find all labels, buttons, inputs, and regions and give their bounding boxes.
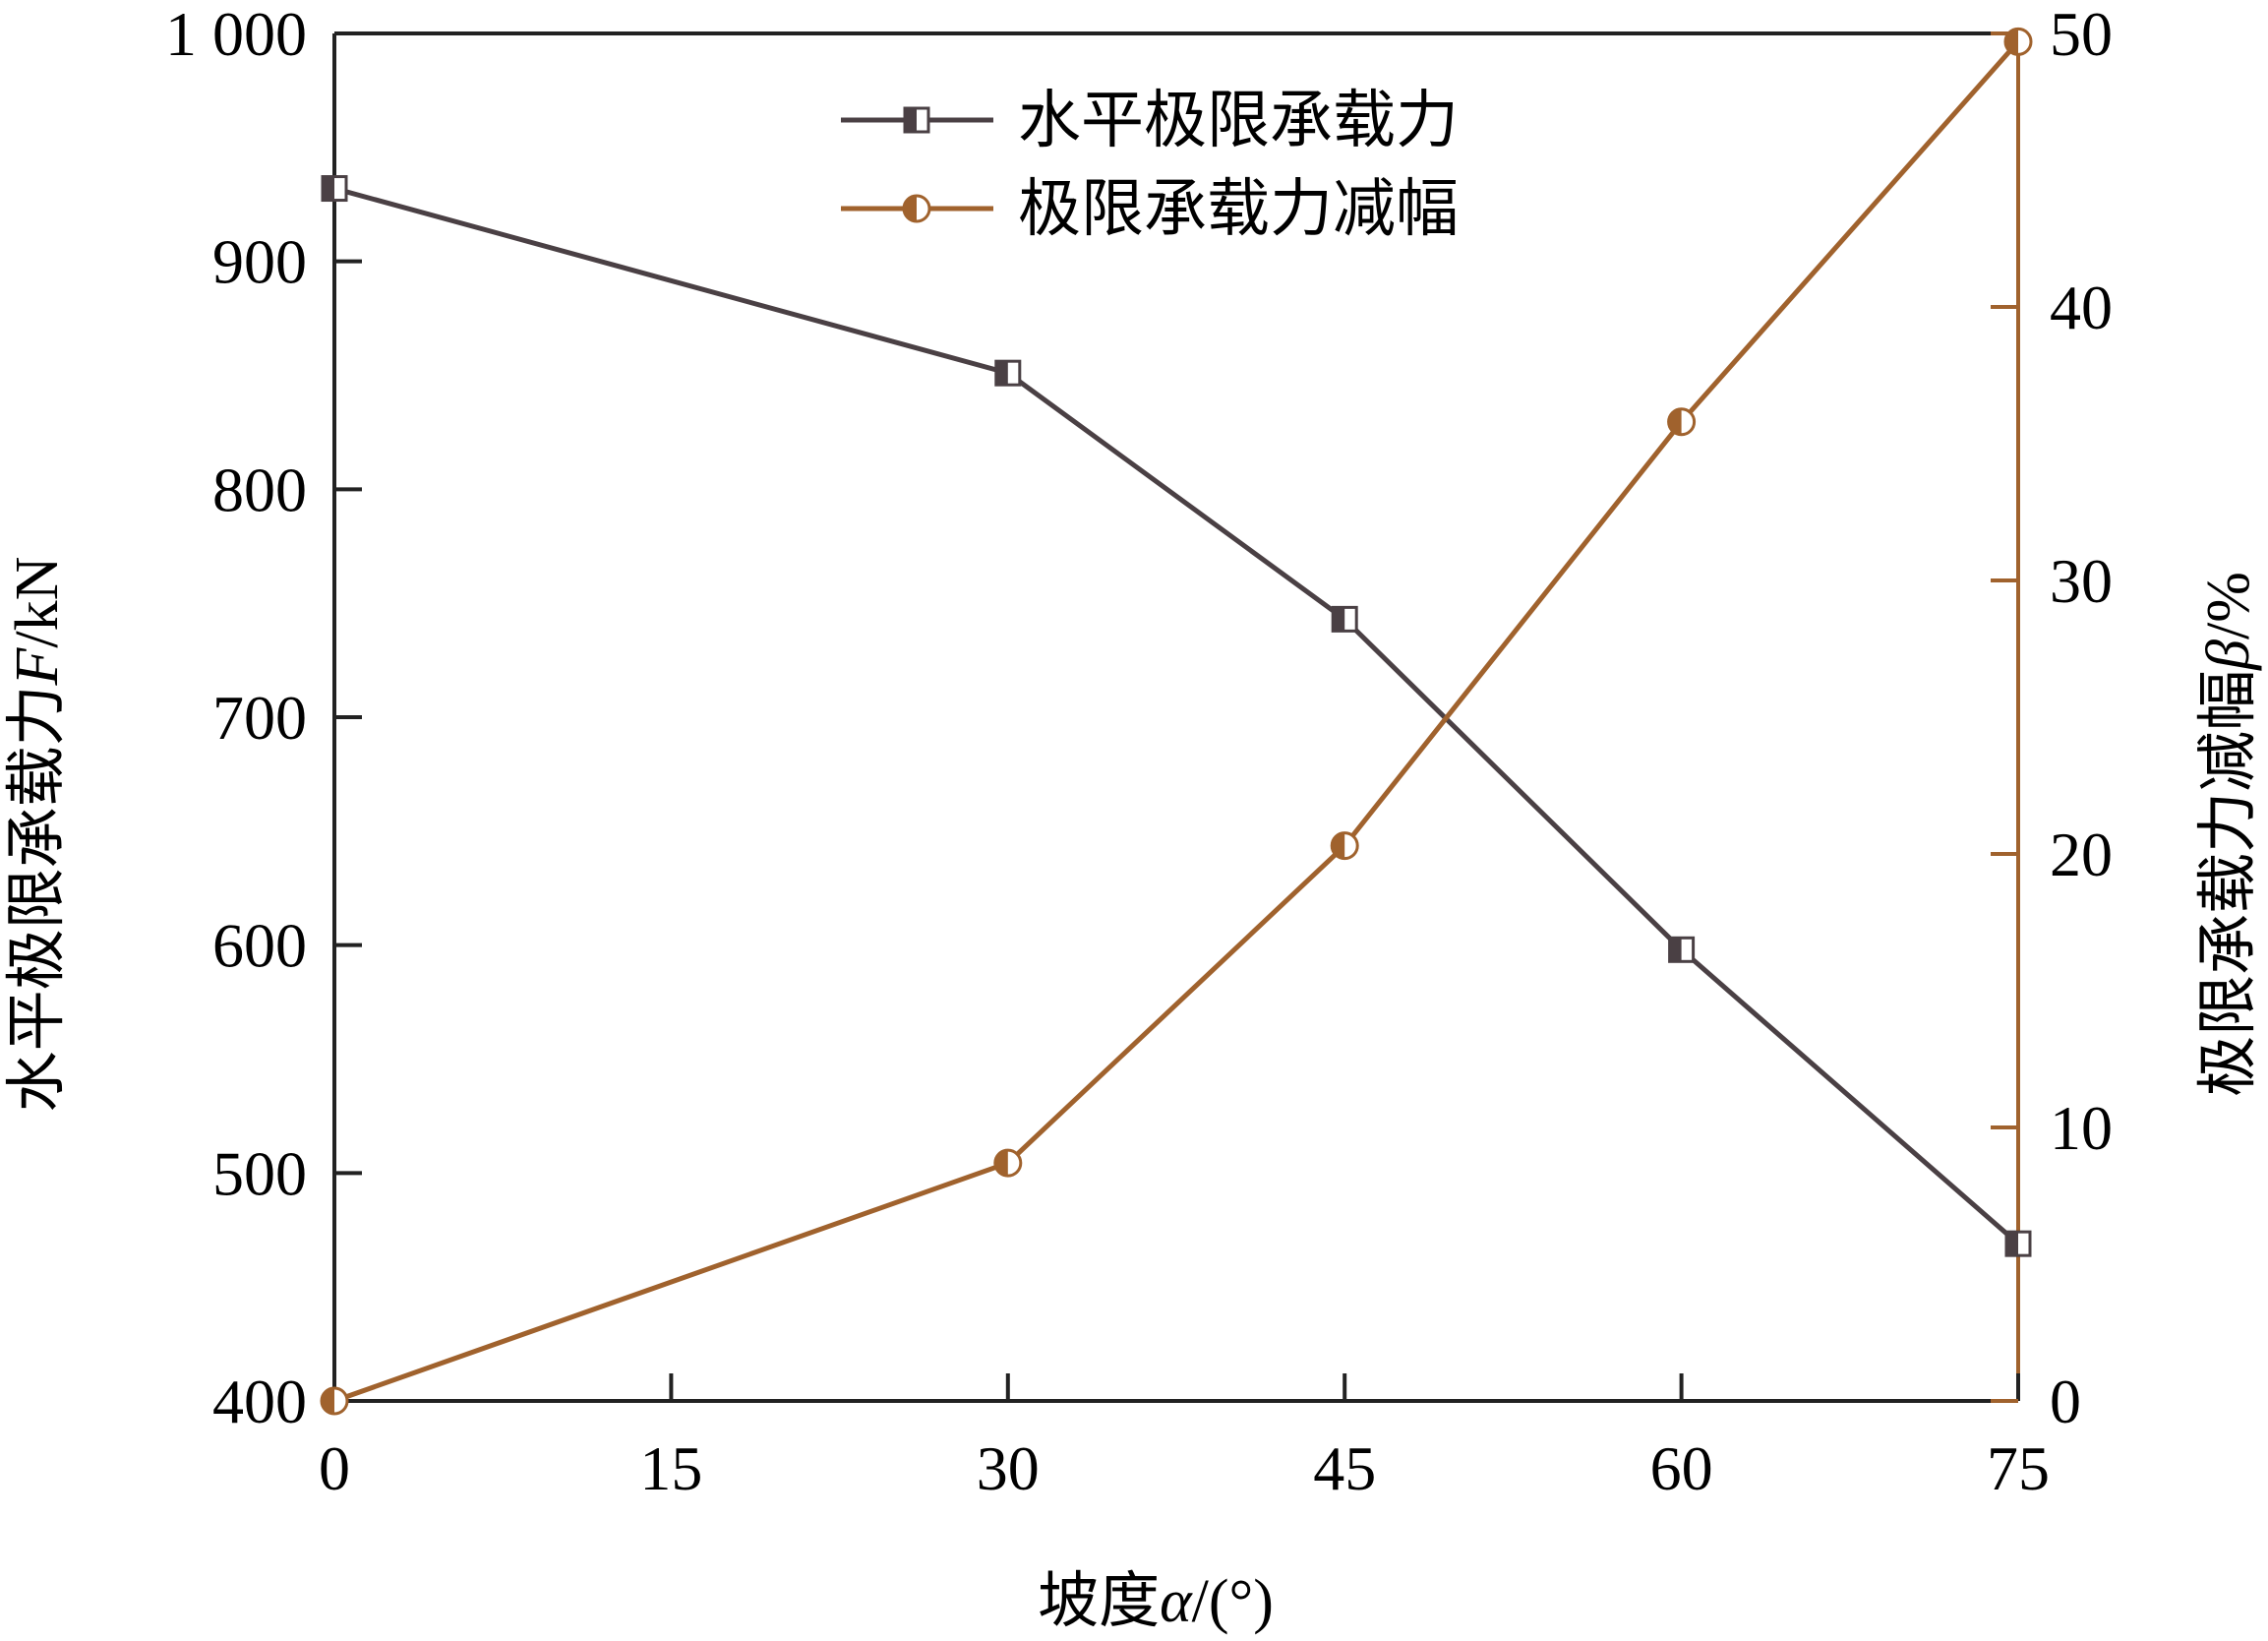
circle-marker-fill: [994, 1150, 1008, 1177]
data-point-reduction: [320, 1386, 349, 1416]
series-line-load: [333, 186, 2020, 1246]
legend-label-load: 水平极限承载力: [1018, 85, 1459, 157]
x-tick-label: 75: [1987, 1433, 2050, 1503]
square-marker-fill: [323, 176, 334, 201]
y-right-tick-label: 30: [2050, 546, 2113, 616]
square-marker-fill: [1333, 607, 1345, 632]
x-tick-label: 30: [977, 1433, 1040, 1503]
y-right-tick-label: 0: [2050, 1367, 2081, 1436]
y-left-tick-label: 1 000: [165, 0, 307, 69]
y-left-tick-label: 800: [212, 455, 307, 524]
data-point-load: [1668, 936, 1696, 963]
circle-marker-fill: [1332, 832, 1345, 859]
legend-circle-marker: [902, 194, 931, 223]
y-right-axis-title: 极限承载力减幅β/%: [2191, 572, 2263, 1097]
data-point-reduction: [2003, 27, 2033, 56]
y-right-tick-label: 40: [2050, 273, 2113, 342]
y-right-tick-label: 20: [2050, 820, 2113, 889]
x-tick-label: 0: [319, 1433, 350, 1503]
legend-square-marker: [903, 106, 930, 134]
x-tick-label: 15: [639, 1433, 702, 1503]
x-axis-title: 坡度α/(°): [1038, 1564, 1274, 1636]
x-tick-label: 60: [1650, 1433, 1713, 1503]
y-right-tick-label: 10: [2050, 1093, 2113, 1163]
tick-labels: 0 15 30 45 60 75 400 500 600 700 800 900 1 000 0 10 20 3…: [165, 0, 2113, 1503]
y-left-tick-label: 900: [212, 227, 307, 297]
y-right-tick-label: 50: [2050, 0, 2113, 69]
y-left-tick-label: 600: [212, 911, 307, 981]
square-marker-fill: [905, 108, 917, 132]
data-point-load: [2004, 1230, 2032, 1257]
y-left-tick-label: 400: [212, 1367, 307, 1436]
data-point-reduction: [1667, 407, 1697, 437]
legend-item-reduction: 极限承载力减幅: [841, 173, 1459, 246]
data-point-load: [321, 175, 348, 203]
legend-label-reduction: 极限承载力减幅: [1018, 173, 1459, 246]
y-left-tick-label: 700: [212, 683, 307, 753]
legend-item-load: 水平极限承载力: [841, 85, 1459, 157]
y-left-axis-title: 水平极限承载力F/kN: [0, 557, 72, 1113]
data-point-load: [1331, 605, 1358, 633]
circle-marker-fill: [904, 196, 917, 221]
y-left-tick-label: 500: [212, 1138, 307, 1208]
series-markers: [320, 27, 2033, 1416]
circle-marker-fill: [2005, 29, 2018, 55]
x-tick-label: 45: [1313, 1433, 1376, 1503]
data-point-reduction: [1330, 831, 1359, 861]
circle-marker-fill: [322, 1388, 334, 1414]
legend-marker-load: [903, 106, 930, 134]
legend-marker-reduction: [902, 194, 931, 223]
legend: 水平极限承载力 极限承载力减幅: [841, 85, 1459, 246]
square-marker-fill: [995, 361, 1008, 386]
square-marker-fill: [1669, 938, 1682, 962]
square-marker-fill: [2006, 1232, 2018, 1256]
data-point-load: [994, 359, 1022, 387]
data-point-reduction: [993, 1148, 1023, 1178]
circle-marker-fill: [1668, 408, 1682, 435]
